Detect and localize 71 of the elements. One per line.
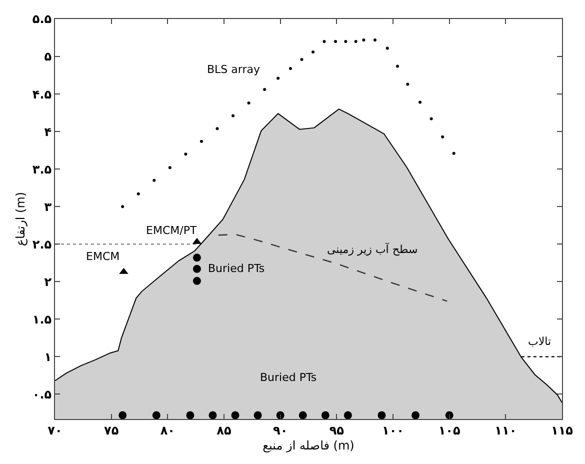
- point: [430, 117, 433, 120]
- point: [232, 114, 235, 118]
- point: [441, 135, 444, 138]
- y-tick-label: ۳: [44, 200, 52, 214]
- text: Buried PTs: [260, 371, 317, 384]
- y-tick-label: ۱: [44, 350, 52, 364]
- series-label: سطح آب زیر زمینی: [327, 242, 418, 256]
- y-tick-label: ۰.۵: [32, 387, 52, 402]
- point: [418, 100, 422, 104]
- y-axis-title: ارتفاع (m): [14, 192, 28, 246]
- point: [247, 102, 250, 105]
- point: [254, 411, 262, 419]
- point: [231, 411, 240, 419]
- point: [300, 58, 304, 62]
- point: [386, 46, 389, 50]
- point: [152, 411, 160, 419]
- point: [136, 192, 140, 196]
- x-tick-label: ۱۱۵: [551, 423, 573, 438]
- point: [263, 88, 266, 92]
- point: [276, 76, 280, 80]
- x-tick-label: ۸۰: [160, 423, 175, 438]
- y-tick-label: ۴: [44, 124, 52, 139]
- point: [354, 40, 358, 44]
- x-tick-label: ۱۰۵: [438, 423, 460, 438]
- x-axis-title: فاصله از منبع (m): [262, 438, 354, 452]
- x-tick-label: ۸۵: [216, 423, 232, 438]
- x-tick-label: ۹۰: [273, 423, 288, 438]
- point: [118, 411, 127, 419]
- point: [452, 152, 456, 155]
- series-label: تالاب: [528, 335, 552, 348]
- y-tick-label: ۳.۵: [32, 162, 52, 176]
- point: [406, 82, 410, 86]
- point: [192, 276, 201, 285]
- point: [186, 411, 194, 419]
- series-label: EMCM: [86, 250, 120, 263]
- series-label: BLS array: [207, 63, 260, 76]
- x-tick-label: ۷۵: [104, 423, 119, 438]
- x-tick-label: ۱۱۰: [494, 423, 517, 438]
- point: [216, 127, 219, 130]
- point: [184, 152, 188, 156]
- point: [121, 205, 124, 208]
- point: [344, 40, 348, 44]
- y-tick-label: ۵: [44, 50, 52, 64]
- series-label: Buried PTs: [208, 262, 265, 275]
- point: [334, 40, 338, 44]
- point: [192, 254, 201, 262]
- point: [378, 411, 386, 419]
- point: [412, 411, 420, 419]
- point: [362, 38, 366, 42]
- point: [200, 140, 203, 143]
- point: [168, 166, 172, 170]
- x-tick-label: ۹۵: [329, 423, 344, 438]
- point: [322, 40, 326, 44]
- point: [312, 50, 315, 54]
- point: [152, 178, 156, 182]
- y-tick-label: ۲.۵: [32, 237, 52, 252]
- x-tick-label: ۱۰۰: [382, 423, 404, 438]
- y-tick-label: ۴.۵: [32, 87, 52, 102]
- point: [288, 67, 292, 70]
- y-tick-label: ۱.۵: [32, 312, 52, 326]
- series-label: EMCM/PT: [146, 224, 197, 237]
- point: [298, 411, 307, 419]
- point: [344, 411, 352, 419]
- point: [373, 38, 376, 42]
- point: [208, 411, 217, 419]
- point: [396, 64, 400, 68]
- y-tick-label: ۵.۵: [32, 12, 52, 26]
- point: [321, 411, 330, 419]
- point: [192, 264, 201, 273]
- y-tick-label: ۲: [44, 274, 52, 289]
- x-tick-label: ۷۰: [48, 423, 62, 438]
